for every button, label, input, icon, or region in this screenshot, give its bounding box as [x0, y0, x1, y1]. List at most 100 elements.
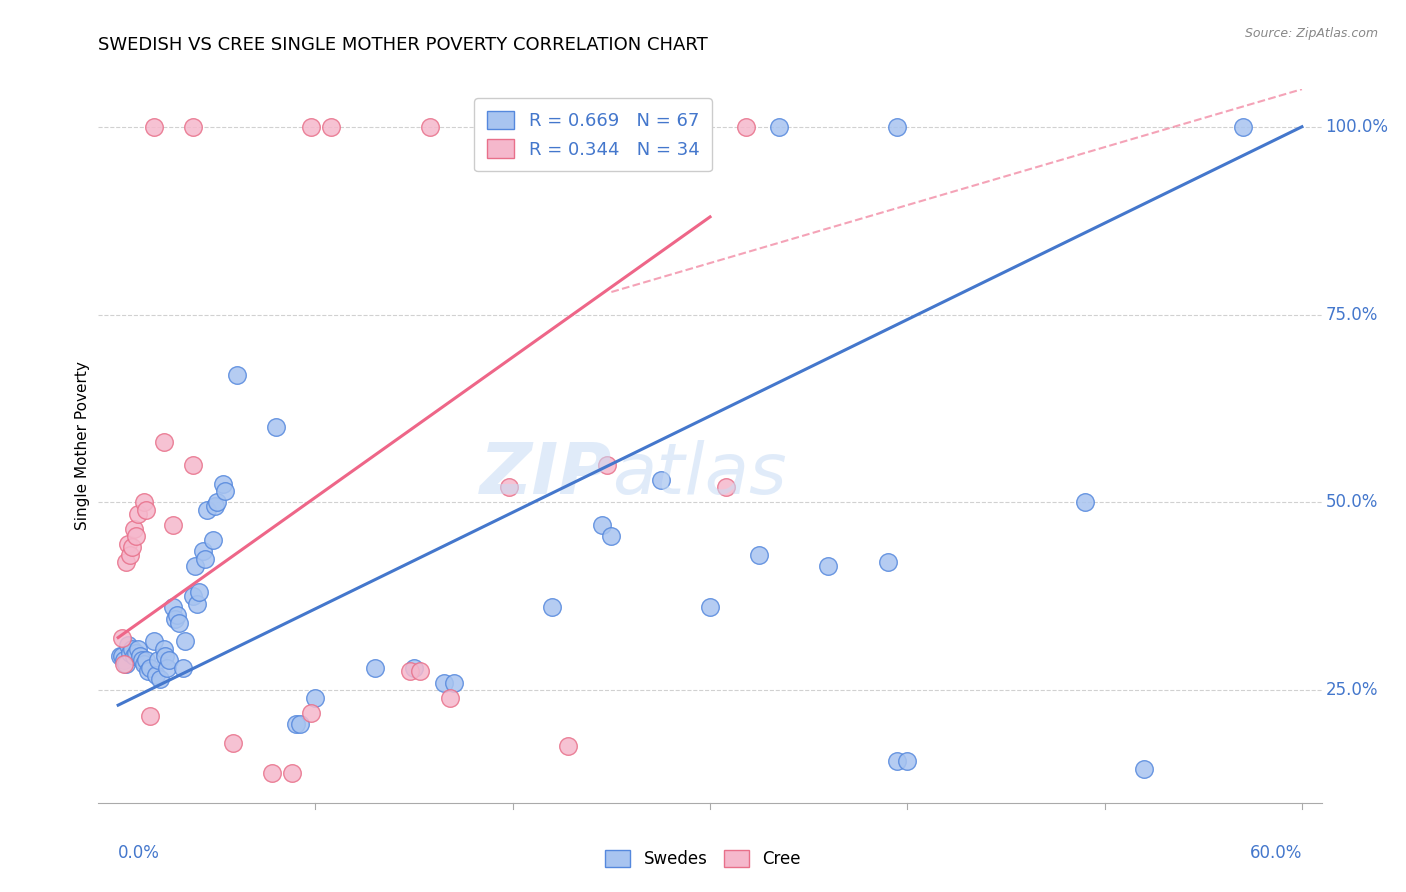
Point [363, 660, 385, 674]
Point [225, 368, 247, 382]
Point [135, 653, 157, 667]
Point [132, 657, 155, 671]
Point [304, 690, 326, 705]
Point [108, 649, 131, 664]
Point [162, 600, 184, 615]
Point [433, 675, 456, 690]
Point [121, 641, 143, 656]
Point [181, 458, 204, 472]
Point [184, 559, 207, 574]
Point [111, 649, 134, 664]
Text: 25.0%: 25.0% [1326, 681, 1378, 699]
Point [1360, 120, 1382, 134]
Legend: R = 0.669   N = 67, R = 0.344   N = 34: R = 0.669 N = 67, R = 0.344 N = 34 [474, 98, 711, 171]
Point [399, 665, 422, 679]
Point [194, 551, 217, 566]
Text: Source: ZipAtlas.com: Source: ZipAtlas.com [1244, 27, 1378, 40]
Point [132, 495, 155, 509]
Point [122, 522, 145, 536]
Point [1074, 495, 1097, 509]
Point [439, 690, 461, 705]
Point [768, 120, 790, 134]
Point [115, 556, 138, 570]
Point [896, 755, 918, 769]
Point [650, 120, 672, 134]
Point [121, 541, 143, 555]
Point [138, 660, 160, 674]
Point [115, 657, 138, 671]
Point [169, 615, 191, 630]
Point [112, 657, 135, 671]
Point [596, 458, 619, 472]
Point [122, 649, 145, 664]
Point [281, 765, 304, 780]
Point [714, 480, 737, 494]
Y-axis label: Single Mother Poverty: Single Mother Poverty [75, 361, 90, 531]
Point [165, 612, 187, 626]
Point [166, 607, 188, 622]
Point [188, 585, 211, 599]
Point [1133, 762, 1156, 776]
Point [159, 653, 181, 667]
Point [1232, 120, 1254, 134]
Point [748, 548, 770, 562]
Point [214, 484, 236, 499]
Point [264, 420, 287, 434]
Point [886, 755, 908, 769]
Point [118, 646, 141, 660]
Point [301, 120, 323, 134]
Point [284, 717, 307, 731]
Point [125, 529, 148, 543]
Point [156, 660, 179, 674]
Text: 50.0%: 50.0% [1326, 493, 1378, 511]
Point [288, 717, 311, 731]
Point [591, 517, 613, 532]
Point [117, 536, 139, 550]
Point [186, 597, 208, 611]
Point [138, 709, 160, 723]
Point [191, 544, 214, 558]
Point [152, 435, 174, 450]
Point [145, 668, 167, 682]
Point [409, 665, 432, 679]
Point [201, 533, 224, 547]
Point [128, 649, 150, 664]
Point [650, 473, 672, 487]
Point [541, 600, 564, 615]
Point [260, 765, 283, 780]
Point [876, 556, 898, 570]
Point [181, 120, 204, 134]
Point [146, 653, 169, 667]
Point [111, 631, 134, 645]
Text: 0.0%: 0.0% [118, 844, 160, 862]
Point [321, 120, 343, 134]
Point [174, 634, 197, 648]
Point [136, 665, 159, 679]
Point [817, 559, 839, 574]
Legend: Swedes, Cree: Swedes, Cree [599, 843, 807, 875]
Point [149, 672, 172, 686]
Point [211, 476, 233, 491]
Text: 100.0%: 100.0% [1326, 118, 1389, 136]
Point [443, 675, 465, 690]
Text: 60.0%: 60.0% [1250, 844, 1302, 862]
Point [557, 739, 579, 754]
Point [155, 649, 177, 664]
Point [181, 589, 204, 603]
Point [127, 641, 149, 656]
Text: atlas: atlas [612, 440, 787, 509]
Point [125, 646, 148, 660]
Point [162, 517, 184, 532]
Text: SWEDISH VS CREE SINGLE MOTHER POVERTY CORRELATION CHART: SWEDISH VS CREE SINGLE MOTHER POVERTY CO… [98, 36, 709, 54]
Point [221, 736, 243, 750]
Point [195, 503, 218, 517]
Point [699, 600, 721, 615]
Point [600, 529, 623, 543]
Point [172, 660, 194, 674]
Point [498, 480, 520, 494]
Point [419, 120, 441, 134]
Text: 75.0%: 75.0% [1326, 306, 1378, 324]
Point [127, 507, 149, 521]
Point [152, 641, 174, 656]
Point [205, 495, 228, 509]
